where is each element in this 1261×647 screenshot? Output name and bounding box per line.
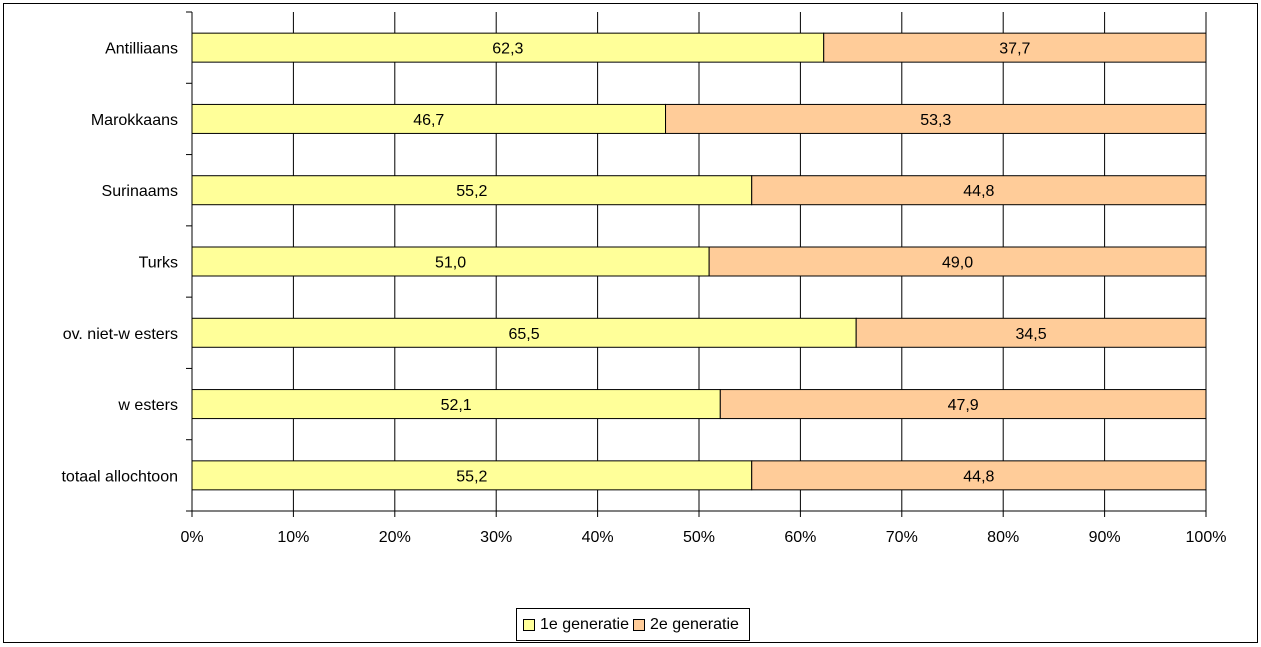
data-label: 46,7: [413, 112, 444, 129]
legend-label-2e-generatie: 2e generatie: [649, 615, 739, 633]
x-tick-label: 30%: [480, 529, 512, 546]
data-label: 34,5: [1016, 326, 1047, 343]
bar-2e-generatie: [751, 175, 1207, 206]
x-tick-label: 20%: [379, 529, 411, 546]
category-label: Marokkaans: [91, 112, 178, 129]
category-label: Antilliaans: [105, 41, 178, 58]
data-label: 52,1: [441, 397, 472, 414]
data-label: 44,8: [963, 183, 994, 200]
bar-2e-generatie: [751, 460, 1207, 491]
legend: 1e generatie 2e generatie: [516, 608, 750, 641]
legend-item-1e-generatie: 1e generatie: [523, 616, 629, 634]
category-label: ov. niet-w esters: [63, 326, 178, 343]
x-tick-label: 90%: [1089, 529, 1121, 546]
data-label: 44,8: [963, 468, 994, 485]
bar-2e-generatie: [665, 103, 1207, 134]
bar-1e-generatie: [191, 389, 721, 420]
x-tick-label: 0%: [180, 529, 203, 546]
category-label: totaal allochtoon: [61, 468, 178, 485]
data-label: 51,0: [435, 255, 466, 272]
x-tick-label: 50%: [683, 529, 715, 546]
x-tick-label: 60%: [784, 529, 816, 546]
legend-item-2e-generatie: 2e generatie: [632, 615, 739, 634]
category-label: Surinaams: [102, 183, 178, 200]
bar-1e-generatie: [191, 460, 753, 491]
x-tick-label: 80%: [987, 529, 1019, 546]
legend-swatch-2e-generatie: [632, 618, 645, 631]
x-tick-label: 10%: [277, 529, 309, 546]
data-label: 55,2: [456, 468, 487, 485]
legend-swatch-1e-generatie: [523, 618, 535, 631]
bar-2e-generatie: [823, 32, 1207, 63]
category-label: Turks: [139, 255, 178, 272]
bar-2e-generatie: [719, 389, 1207, 420]
data-label: 47,9: [948, 397, 979, 414]
data-label: 37,7: [999, 41, 1030, 58]
x-tick-label: 40%: [582, 529, 614, 546]
bar-1e-generatie: [191, 317, 857, 348]
x-tick-label: 100%: [1186, 529, 1227, 546]
category-label: w esters: [117, 397, 178, 414]
data-label: 53,3: [920, 112, 951, 129]
x-tick-label: 70%: [886, 529, 918, 546]
legend-label-1e-generatie: 1e generatie: [540, 615, 629, 633]
bar-2e-generatie: [855, 317, 1207, 348]
data-label: 49,0: [942, 255, 973, 272]
bar-2e-generatie: [708, 246, 1207, 277]
data-label: 65,5: [509, 326, 540, 343]
data-label: 55,2: [456, 183, 487, 200]
data-label: 62,3: [492, 41, 523, 58]
